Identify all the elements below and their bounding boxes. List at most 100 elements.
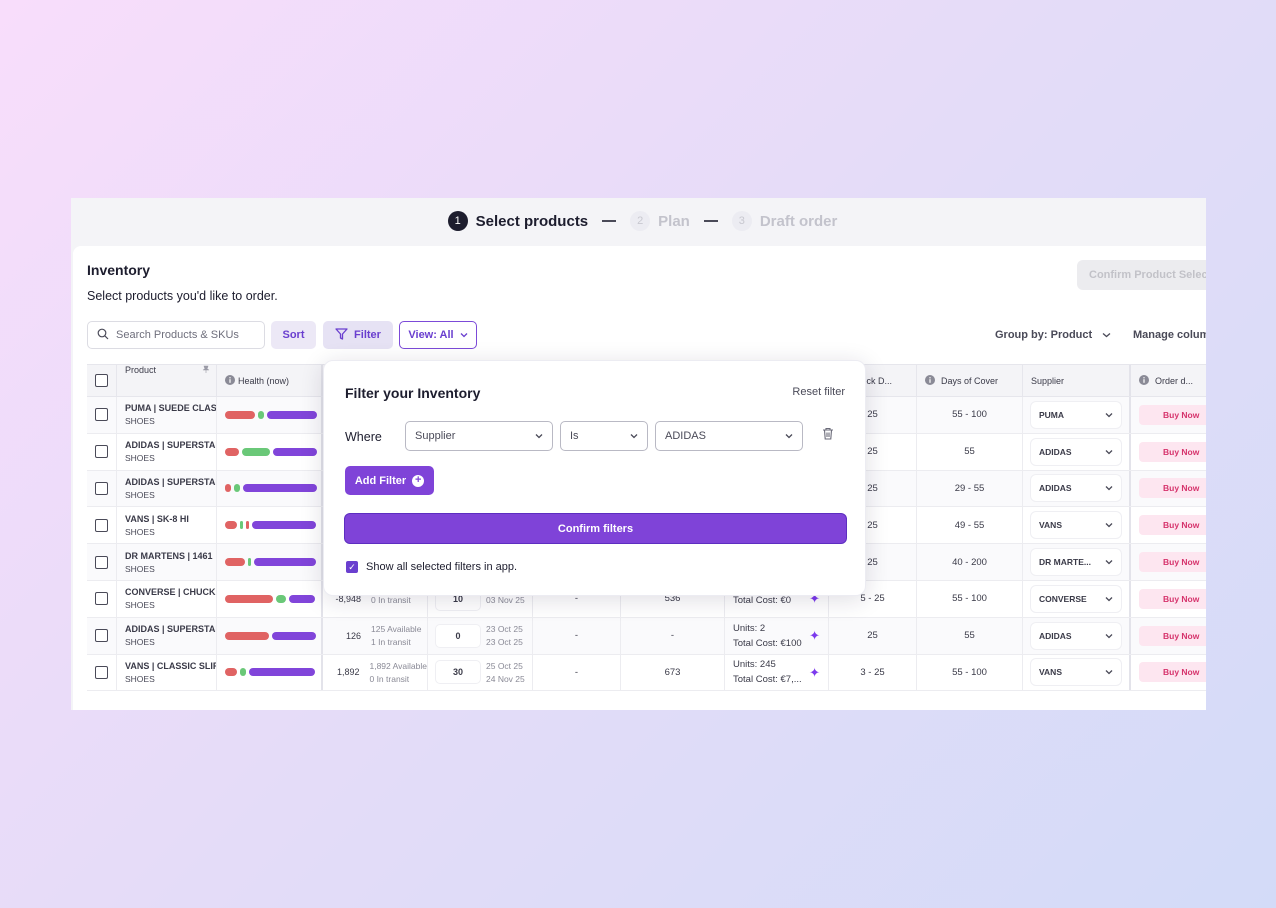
sort-button[interactable]: Sort	[271, 321, 316, 349]
info-icon	[1139, 374, 1149, 387]
header-order[interactable]: Order d...	[1131, 365, 1206, 396]
confirm-filters-button[interactable]: Confirm filters	[345, 514, 846, 543]
header-stock[interactable]: Stock D...	[829, 365, 917, 396]
pin-icon[interactable]	[202, 365, 210, 375]
supplier-select[interactable]: CONVERSE	[1031, 585, 1121, 612]
buy-now-button[interactable]: Buy Now	[1139, 404, 1206, 425]
row-checkbox[interactable]	[95, 592, 108, 606]
buy-now-button[interactable]: Buy Now	[1139, 588, 1206, 609]
sparkle-icon[interactable]: ✦	[809, 664, 820, 680]
table-row[interactable]: VANS | SK-8 HI SHOES	[87, 507, 1206, 545]
search-icon	[97, 328, 109, 343]
chevron-down-icon	[1105, 412, 1113, 418]
reset-filter-button[interactable]: Reset filter	[792, 386, 845, 398]
sparkle-icon[interactable]: ✦	[809, 627, 820, 643]
group-by-dropdown[interactable]: Group by: Product	[995, 321, 1111, 349]
product-cell[interactable]: CONVERSE | CHUCK SHOES	[117, 580, 217, 617]
header-supplier[interactable]: Supplier	[1023, 365, 1131, 396]
supplier-select[interactable]: VANS	[1031, 659, 1121, 686]
supplier-cell: ADIDAS	[1023, 433, 1131, 470]
available-count: 1,892 Available	[369, 660, 427, 671]
chevron-down-icon	[1105, 486, 1113, 491]
sparkle-icon[interactable]: ✦	[809, 590, 820, 606]
buy-now-button[interactable]: Buy Now	[1139, 662, 1206, 683]
add-filter-button[interactable]: Add Filter +	[345, 466, 434, 495]
health-cell	[217, 654, 323, 691]
product-cell[interactable]: DR MARTENS | 1461 SHOES	[117, 544, 217, 580]
search-input[interactable]: Search Products & SKUs	[87, 321, 265, 349]
header-product[interactable]: Product	[117, 365, 217, 396]
row-checkbox[interactable]	[95, 408, 108, 422]
header-health[interactable]: Health (now)	[217, 365, 323, 396]
supplier-select[interactable]: ADIDAS	[1031, 438, 1121, 465]
row-checkbox[interactable]	[95, 518, 108, 532]
view-dropdown[interactable]: View: All	[399, 321, 477, 349]
product-name: ADIDAS | SUPERSTAR	[125, 440, 217, 451]
date-2: 24 Nov 25	[486, 673, 525, 684]
stock-cell: 5 - 25	[829, 580, 917, 617]
filter-modal: Filter your Inventory Reset filter Where…	[323, 360, 866, 596]
step-draft-order[interactable]: 3 Draft order	[731, 211, 837, 231]
product-cell[interactable]: VANS | CLASSIC SLIP-ON SHOES	[117, 654, 217, 691]
supplier-name: ADIDAS	[1039, 483, 1072, 494]
product-cell[interactable]: ADIDAS | SUPERSTAR SHOES	[117, 617, 217, 654]
checkbox-checked-icon[interactable]: ✓	[346, 561, 358, 573]
manage-columns-button[interactable]: Manage columns	[1133, 329, 1206, 341]
header-days-of-cover[interactable]: Days of Cover	[917, 365, 1023, 396]
row-select-cell	[87, 470, 117, 507]
buy-now-button[interactable]: Buy Now	[1139, 625, 1206, 646]
search-placeholder: Search Products & SKUs	[116, 329, 239, 341]
filter-button[interactable]: Filter	[323, 321, 393, 349]
units-value: Units: 245	[733, 659, 776, 671]
buy-now-button[interactable]: Buy Now	[1139, 515, 1206, 536]
supplier-select[interactable]: DR MARTE...	[1031, 549, 1121, 576]
health-bar-segment	[225, 594, 273, 603]
dates-cell: 0 23 Oct 25 23 Oct 25	[428, 617, 533, 654]
units-cell: Units: 2 Total Cost: €100 ✦	[725, 617, 829, 654]
show-all-filters-option[interactable]: ✓ Show all selected filters in app.	[346, 561, 517, 573]
order-cell: Buy Now	[1131, 507, 1206, 543]
table-row[interactable]: VANS | CLASSIC SLIP-ON SHOES 1,892 1,892…	[87, 654, 1206, 692]
product-cell[interactable]: PUMA | SUEDE CLASSIC SHOES	[117, 397, 217, 433]
product-cell[interactable]: VANS | SK-8 HI SHOES	[117, 507, 217, 544]
availability-cell: 126 125 Available 1 In transit	[323, 617, 428, 654]
chevron-down-icon	[1102, 329, 1111, 341]
supplier-select[interactable]: ADIDAS	[1031, 475, 1121, 502]
health-cell	[217, 580, 323, 617]
confirm-product-selection-button[interactable]: Confirm Product Selection	[1077, 260, 1206, 290]
info-icon	[225, 374, 235, 387]
quantity-input[interactable]: 0	[436, 624, 480, 647]
product-cell[interactable]: ADIDAS | SUPERSTAR SHOES	[117, 470, 217, 507]
filter-operator-select[interactable]: Is	[560, 421, 648, 451]
dates-cell: 30 25 Oct 25 24 Nov 25	[428, 654, 533, 691]
buy-now-button[interactable]: Buy Now	[1139, 441, 1206, 462]
step-select-products[interactable]: 1 Select products	[447, 211, 588, 231]
supplier-cell: DR MARTE...	[1023, 544, 1131, 580]
row-checkbox[interactable]	[95, 445, 108, 459]
product-category: SHOES	[125, 526, 155, 537]
buy-now-button[interactable]: Buy Now	[1139, 552, 1206, 573]
row-select-cell	[87, 580, 117, 617]
filter-field-select[interactable]: Supplier	[405, 421, 553, 451]
toolbar: Search Products & SKUs Sort Filter View:…	[87, 321, 1206, 349]
row-checkbox[interactable]	[95, 629, 108, 643]
select-all-checkbox[interactable]	[95, 374, 108, 387]
quantity-input[interactable]: 30	[436, 661, 480, 684]
step-plan[interactable]: 2 Plan	[630, 211, 690, 231]
health-bar-segment	[225, 521, 237, 530]
row-checkbox[interactable]	[95, 555, 108, 569]
trash-icon[interactable]	[822, 427, 834, 445]
supplier-select[interactable]: ADIDAS	[1031, 622, 1121, 649]
product-cell[interactable]: ADIDAS | SUPERSTAR SHOES	[117, 433, 217, 470]
order-cell: Buy Now	[1131, 434, 1206, 470]
supplier-select[interactable]: PUMA	[1031, 401, 1121, 428]
table-row[interactable]: ADIDAS | SUPERSTAR SHOES 126 125 Availab…	[87, 617, 1206, 655]
filter-value-select[interactable]: ADIDAS	[655, 421, 803, 451]
product-category: SHOES	[125, 563, 155, 574]
row-checkbox[interactable]	[95, 665, 108, 679]
supplier-select[interactable]: VANS	[1031, 512, 1121, 539]
row-checkbox[interactable]	[95, 481, 108, 495]
buy-now-button[interactable]: Buy Now	[1139, 478, 1206, 499]
step-label: Plan	[658, 212, 690, 230]
table-row[interactable]: ADIDAS | SUPERSTAR SHOES	[87, 433, 1206, 471]
